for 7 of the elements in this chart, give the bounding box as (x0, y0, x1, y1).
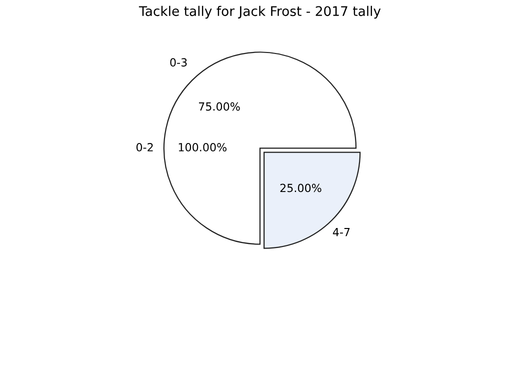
text: 75.00% (199, 102, 240, 111)
text: 25.00% (280, 184, 322, 192)
slice-label: 4-7 (332, 228, 350, 236)
slice-label: 0-3 (170, 58, 187, 67)
category-label: 0-2 (136, 143, 153, 152)
text: 100.00% (178, 143, 227, 152)
chart-title: Tackle tally for Jack Frost - 2017 tally (138, 6, 381, 19)
